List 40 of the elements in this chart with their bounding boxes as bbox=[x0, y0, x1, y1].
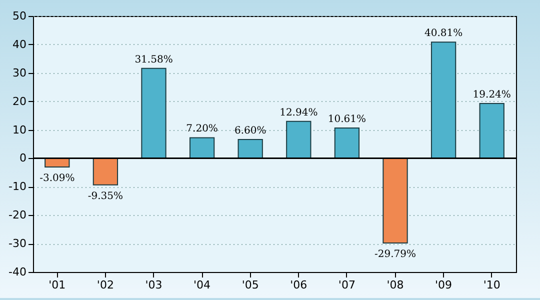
bar bbox=[92, 158, 118, 186]
y-tick-label: 30 bbox=[12, 66, 26, 80]
x-tick-label: '06 bbox=[290, 278, 308, 292]
data-label: 31.58% bbox=[134, 54, 173, 66]
data-label: 19.24% bbox=[472, 89, 511, 100]
y-tick-label: 10 bbox=[12, 123, 26, 136]
y-tick-label: -10 bbox=[8, 180, 26, 194]
bar bbox=[238, 138, 263, 159]
data-label: -3.09% bbox=[40, 173, 75, 184]
bar bbox=[141, 68, 166, 159]
data-label: 6.60% bbox=[234, 125, 266, 136]
y-tick-label: -40 bbox=[8, 266, 26, 278]
y-tick-label: 50 bbox=[12, 10, 26, 22]
y-tick-label: 0 bbox=[20, 152, 26, 165]
bar bbox=[44, 158, 70, 168]
bar bbox=[479, 102, 504, 159]
y-tick-label: -30 bbox=[8, 237, 26, 250]
x-tick-label: '09 bbox=[435, 278, 452, 292]
x-tick-label: '05 bbox=[242, 278, 259, 292]
bar bbox=[189, 137, 215, 159]
data-label: 40.81% bbox=[424, 28, 463, 40]
x-tick-label: '08 bbox=[386, 278, 404, 292]
x-tick-label: '01 bbox=[48, 278, 66, 292]
bar bbox=[382, 158, 408, 244]
x-tick-label: '04 bbox=[194, 278, 211, 292]
bar bbox=[430, 42, 456, 159]
x-tick-label: '02 bbox=[96, 278, 114, 292]
data-label: -29.79% bbox=[374, 248, 416, 260]
data-label: 12.94% bbox=[280, 107, 318, 118]
x-tick-label: '07 bbox=[338, 278, 356, 292]
data-label: 10.61% bbox=[328, 114, 366, 126]
bar bbox=[334, 128, 360, 159]
y-tick-label: 20 bbox=[12, 94, 26, 108]
data-label: -9.35% bbox=[88, 190, 124, 202]
x-tick-label: '03 bbox=[145, 278, 162, 292]
data-label: 7.20% bbox=[186, 124, 218, 135]
y-tick-label: 40 bbox=[12, 38, 26, 51]
y-tick-label: -20 bbox=[8, 208, 26, 222]
x-tick-label: '10 bbox=[483, 278, 500, 292]
bar bbox=[286, 120, 312, 159]
